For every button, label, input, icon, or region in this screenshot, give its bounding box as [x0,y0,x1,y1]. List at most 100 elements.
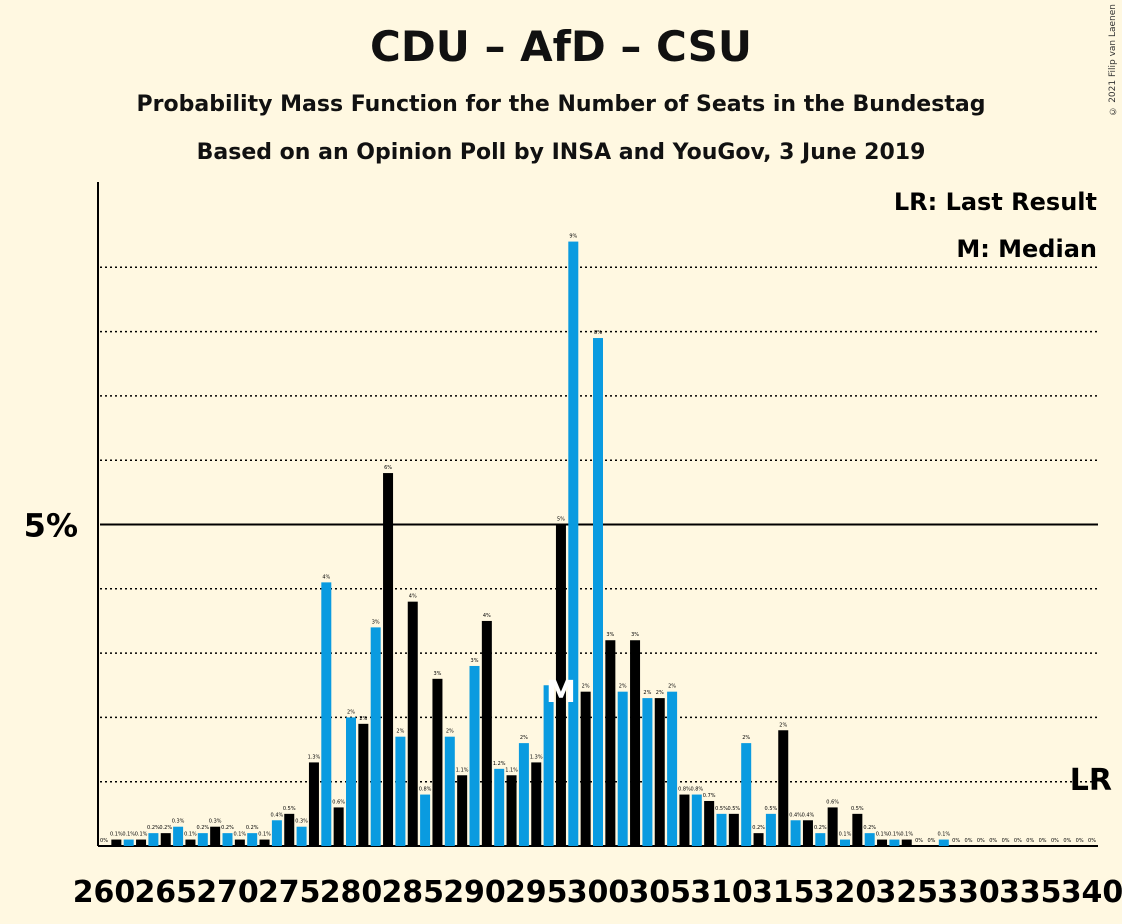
bar-seat-320 [840,839,850,846]
bar-seat-261 [111,839,122,846]
x-tick-label: 270 [196,875,259,910]
legend-median: M: Median [956,235,1097,263]
bar-seat-299 [580,691,591,846]
bar-value-label: 0% [1051,838,1059,844]
bar-seat-276 [296,826,307,846]
bar-seat-298 [568,241,579,846]
bar-seat-294 [518,743,529,846]
bar-seat-324 [889,839,900,846]
bar-value-label: 2% [520,735,528,741]
bar-seat-280 [346,717,356,846]
bar-value-label: 0.5% [283,806,296,812]
bar-value-label: 2% [643,690,651,696]
legend-last-result: LR: Last Result [894,188,1097,216]
bar-value-label: 0.5% [765,806,778,812]
bar-seat-301 [605,640,616,846]
bar-value-label: 1.1% [505,767,518,773]
bar-value-label: 0.1% [122,832,135,838]
bar-seat-293 [506,775,517,846]
bar-seat-310 [716,813,727,846]
bar-seat-265 [160,833,171,846]
bar-seat-264 [148,833,159,846]
bar-value-label: 0% [1088,838,1096,844]
bar-seat-272 [247,833,258,846]
bar-seat-302 [617,691,628,846]
bar-seat-287 [432,678,443,846]
x-tick-label: 320 [814,875,877,910]
bar-value-label: 2% [668,684,676,690]
bar-seat-319 [827,807,838,846]
bar-value-label: 0% [952,838,960,844]
bar-value-label: 0.6% [332,799,345,805]
bar-value-label: 0% [965,838,973,844]
chart-title: CDU – AfD – CSU [370,22,752,71]
bar-value-label: 0.1% [184,832,197,838]
bar-seat-277 [308,762,319,846]
bar-value-label: 1.1% [456,767,469,773]
bar-value-label: 0.2% [863,825,876,831]
bar-seat-269 [210,826,221,846]
bar-seat-266 [173,826,184,846]
bar-value-label: 9% [569,234,577,240]
bar-value-label: 1.3% [530,754,543,760]
bar-value-label: 2% [396,729,404,735]
bar-seat-282 [370,627,381,846]
bar-seat-289 [457,775,468,846]
bar-value-label: 0.2% [147,825,160,831]
bar-value-label: 0% [1063,838,1071,844]
bar-seat-321 [852,813,863,846]
x-tick-label: 260 [73,875,136,910]
bar-value-label: 3% [372,619,380,625]
bar-seat-307 [679,794,690,846]
bar-value-label: 0.5% [727,806,740,812]
x-tick-label: 275 [258,875,321,910]
bar-value-label: 1.3% [308,754,321,760]
bar-value-label: 0% [1076,838,1084,844]
bar-seat-278 [321,582,332,846]
bar-seat-263 [136,839,147,846]
x-tick-label: 325 [875,875,938,910]
bar-seat-316 [790,820,801,846]
chart-subtitle: Probability Mass Function for the Number… [136,92,986,117]
bar-seat-284 [395,736,406,846]
bar-value-label: 5% [557,517,565,523]
bar-seat-274 [271,820,282,846]
bar-seat-325 [901,839,912,846]
bar-seat-297 [555,524,566,846]
bar-seat-322 [864,833,875,846]
bar-seat-275 [284,813,295,846]
bar-value-label: 0.1% [900,832,913,838]
bar-value-label: 4% [409,594,417,600]
last-result-marker: LR [1070,763,1112,798]
bar-seat-304 [642,698,653,846]
bar-value-label: 0.1% [876,832,889,838]
bar-value-label: 0% [927,838,935,844]
bar-seat-306 [667,691,678,846]
x-tick-label: 280 [320,875,383,910]
bar-value-label: 2% [619,684,627,690]
bar-seat-279 [333,807,344,846]
x-tick-label: 310 [690,875,753,910]
x-tick-label: 335 [999,875,1062,910]
bar-value-label: 1.2% [493,761,506,767]
bar-value-label: 0.8% [678,787,691,793]
bar-seat-271 [234,839,245,846]
bar-value-label: 0.2% [159,825,172,831]
bar-seat-291 [481,620,492,846]
bar-value-label: 0.3% [172,819,185,825]
bar-value-label: 3% [471,658,479,664]
bar-value-label: 0.1% [258,832,271,838]
bar-value-label: 0.2% [196,825,209,831]
bar-value-label: 4% [322,574,330,580]
bar-value-label: 0.5% [715,806,728,812]
bar-seat-296 [543,685,554,846]
bar-seat-312 [741,743,752,846]
bar-value-label: 0.1% [937,832,950,838]
bar-value-label: 0.8% [419,787,432,793]
bar-value-label: 0.1% [233,832,246,838]
bar-seat-273 [259,839,270,846]
bar-value-label: 0% [1014,838,1022,844]
bar-value-label: 0.1% [135,832,148,838]
x-tick-label: 330 [937,875,1000,910]
